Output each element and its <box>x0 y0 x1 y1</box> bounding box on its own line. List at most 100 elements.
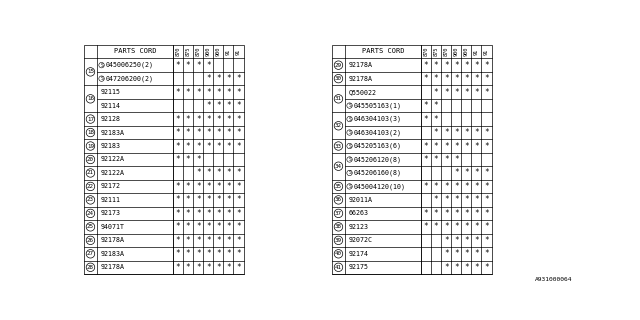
Circle shape <box>334 61 343 69</box>
Text: 27: 27 <box>87 251 94 256</box>
Text: *: * <box>236 101 241 110</box>
Text: *: * <box>434 115 438 124</box>
Text: A931000064: A931000064 <box>534 277 572 282</box>
Circle shape <box>86 263 95 271</box>
Text: PARTS CORD: PARTS CORD <box>362 49 404 54</box>
Text: *: * <box>454 88 459 97</box>
Text: *: * <box>196 61 200 70</box>
Text: 92172: 92172 <box>100 183 120 189</box>
Text: *: * <box>464 263 468 272</box>
Text: S: S <box>348 103 351 108</box>
Text: *: * <box>464 222 468 231</box>
Text: *: * <box>196 168 200 178</box>
Circle shape <box>347 184 352 189</box>
Text: 900: 900 <box>454 47 459 56</box>
Circle shape <box>86 68 95 76</box>
Text: 92183: 92183 <box>100 143 120 149</box>
Text: *: * <box>196 128 200 137</box>
Text: S: S <box>348 184 351 189</box>
Text: *: * <box>216 263 221 272</box>
Text: *: * <box>236 196 241 204</box>
Text: *: * <box>464 236 468 245</box>
Text: *: * <box>186 196 191 204</box>
Circle shape <box>86 142 95 150</box>
Circle shape <box>347 157 352 162</box>
Text: 875: 875 <box>186 47 191 56</box>
Text: 92072C: 92072C <box>348 237 372 243</box>
Text: *: * <box>236 74 241 83</box>
Text: *: * <box>176 263 180 272</box>
Text: *: * <box>226 88 231 97</box>
Text: 045206160(8): 045206160(8) <box>353 170 401 176</box>
Circle shape <box>334 74 343 83</box>
Text: *: * <box>186 128 191 137</box>
Text: *: * <box>206 263 211 272</box>
Circle shape <box>334 209 343 218</box>
Bar <box>84 44 244 274</box>
Text: *: * <box>434 61 438 70</box>
Text: *: * <box>206 61 211 70</box>
Circle shape <box>86 95 95 103</box>
Text: *: * <box>236 222 241 231</box>
Text: *: * <box>226 115 231 124</box>
Text: *: * <box>206 88 211 97</box>
Text: *: * <box>454 263 459 272</box>
Text: 92183A: 92183A <box>100 130 124 136</box>
Text: *: * <box>444 249 449 258</box>
Text: 18: 18 <box>87 130 94 135</box>
Text: *: * <box>474 196 479 204</box>
Text: 92178A: 92178A <box>348 62 372 68</box>
Text: *: * <box>444 222 449 231</box>
Text: 37: 37 <box>335 211 342 216</box>
Text: *: * <box>186 182 191 191</box>
Circle shape <box>86 128 95 137</box>
Text: *: * <box>176 196 180 204</box>
Text: *: * <box>216 249 221 258</box>
Text: *: * <box>424 182 428 191</box>
Text: *: * <box>434 222 438 231</box>
Text: *: * <box>474 249 479 258</box>
Text: *: * <box>186 61 191 70</box>
Text: 92175: 92175 <box>348 264 368 270</box>
Circle shape <box>347 143 352 149</box>
Text: 31: 31 <box>335 96 342 101</box>
Text: *: * <box>216 222 221 231</box>
Text: *: * <box>176 115 180 124</box>
Text: 045505163(1): 045505163(1) <box>353 102 401 109</box>
Text: *: * <box>424 209 428 218</box>
Text: *: * <box>444 88 449 97</box>
Text: 91: 91 <box>474 48 479 55</box>
Text: *: * <box>236 88 241 97</box>
Text: *: * <box>216 236 221 245</box>
Text: *: * <box>176 222 180 231</box>
Text: *: * <box>454 168 459 178</box>
Text: 19: 19 <box>87 143 94 148</box>
Text: 41: 41 <box>335 265 342 270</box>
Text: *: * <box>464 182 468 191</box>
Text: *: * <box>484 61 489 70</box>
Text: *: * <box>206 141 211 150</box>
Text: *: * <box>464 141 468 150</box>
Text: *: * <box>454 128 459 137</box>
Text: *: * <box>464 249 468 258</box>
Text: *: * <box>454 196 459 204</box>
Text: 33: 33 <box>335 143 342 148</box>
Text: *: * <box>444 61 449 70</box>
Text: *: * <box>454 209 459 218</box>
Text: *: * <box>226 209 231 218</box>
Text: *: * <box>176 141 180 150</box>
Text: *: * <box>236 236 241 245</box>
Text: 92128: 92128 <box>100 116 120 122</box>
Text: *: * <box>444 155 449 164</box>
Text: *: * <box>176 249 180 258</box>
Text: S: S <box>348 116 351 122</box>
Text: 91: 91 <box>226 48 231 55</box>
Text: *: * <box>216 168 221 178</box>
Text: 900: 900 <box>216 47 221 56</box>
Text: *: * <box>236 115 241 124</box>
Text: *: * <box>206 196 211 204</box>
Text: 24: 24 <box>87 211 94 216</box>
Text: *: * <box>186 249 191 258</box>
Text: *: * <box>206 236 211 245</box>
Text: *: * <box>216 101 221 110</box>
